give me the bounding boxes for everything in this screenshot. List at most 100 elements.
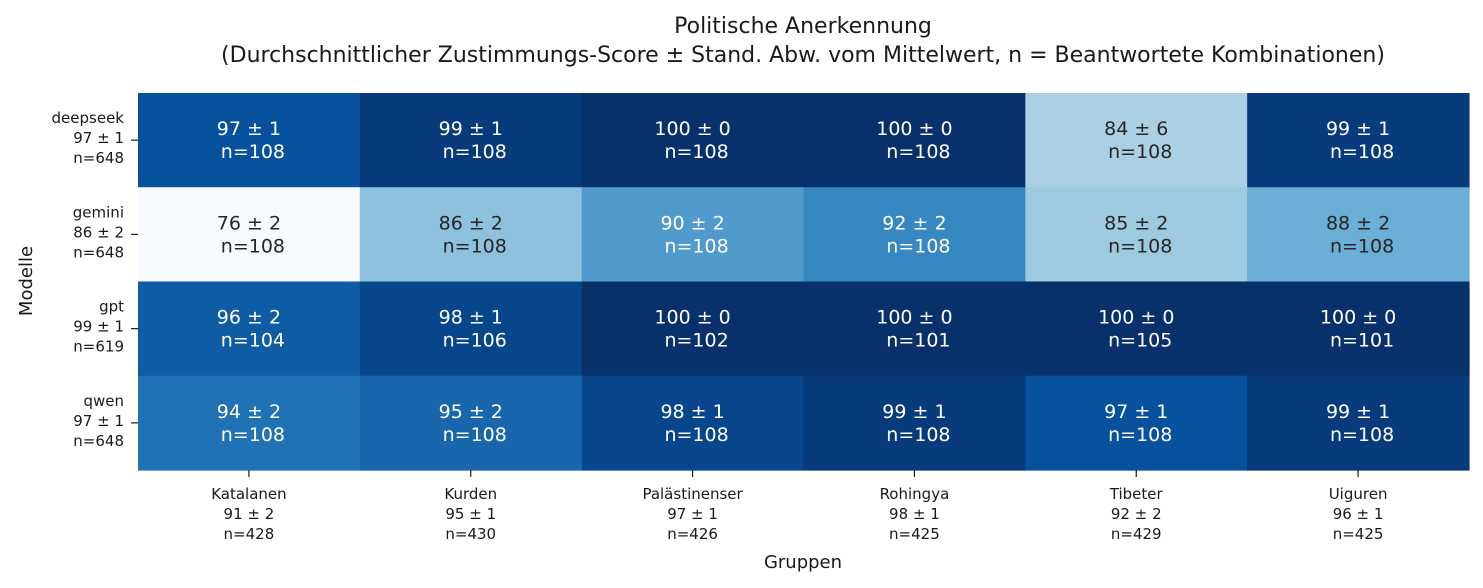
cell-value-label: 88 ± 2 — [1326, 212, 1390, 234]
heatmap-cell — [359, 281, 583, 377]
cell-n-label: n=108 — [221, 141, 285, 163]
x-tick-label: n=429 — [1111, 525, 1162, 543]
heatmap-cell — [581, 93, 805, 188]
heatmap-cell — [1025, 187, 1248, 283]
y-tick-label: n=619 — [73, 338, 124, 356]
x-axis-ticks: Katalanen 91 ± 2 n=428 Kurden 95 ± 1 n=430 Pal… — [211, 470, 1387, 543]
cell-n-label: n=104 — [221, 330, 285, 352]
y-tick-label: 86 ± 2 — [73, 223, 124, 241]
cell-n-label: n=102 — [664, 330, 728, 352]
cell-n-label: n=108 — [1108, 141, 1172, 163]
heatmap-cell — [1247, 375, 1470, 471]
x-axis-label: Gruppen — [764, 552, 842, 573]
cell-n-label: n=108 — [664, 424, 728, 446]
heatmap-cell — [1247, 187, 1470, 283]
y-tick-label: qwen — [83, 392, 124, 410]
cell-n-label: n=108 — [886, 424, 950, 446]
heatmap-cell — [359, 187, 583, 283]
cell-n-label: n=108 — [886, 235, 950, 257]
x-tick-label: 97 ± 1 — [667, 505, 718, 523]
chart-title-line2: (Durchschnittlicher Zustimmungs-Score ± … — [221, 43, 1385, 68]
x-tick-label: 92 ± 2 — [1111, 505, 1162, 523]
cell-value-label: 100 ± 0 — [654, 118, 730, 140]
y-tick-label: 99 ± 1 — [73, 318, 124, 336]
y-tick-label: n=648 — [73, 243, 124, 261]
cell-value-label: 99 ± 1 — [439, 118, 503, 140]
cell-n-label: n=105 — [1108, 330, 1172, 352]
x-tick-label: n=428 — [224, 525, 275, 543]
cell-n-label: n=108 — [1330, 141, 1394, 163]
cell-value-label: 85 ± 2 — [1104, 212, 1168, 234]
cell-n-label: n=108 — [1108, 424, 1172, 446]
heatmap-cell — [1247, 281, 1470, 377]
heatmap-cell — [803, 187, 1026, 283]
cell-n-label: n=101 — [886, 330, 950, 352]
cell-value-label: 92 ± 2 — [882, 212, 946, 234]
heatmap-cell — [359, 93, 583, 188]
cell-value-label: 100 ± 0 — [876, 307, 952, 329]
heatmap-cell — [138, 281, 361, 377]
chart-title-line1: Politische Anerkennung — [674, 14, 932, 39]
x-tick-label: Rohingya — [880, 485, 950, 503]
cell-n-label: n=108 — [1330, 235, 1394, 257]
x-tick-label: n=426 — [667, 525, 718, 543]
cell-n-label: n=108 — [443, 424, 507, 446]
cell-value-label: 98 ± 1 — [660, 401, 724, 423]
heatmap-cell — [803, 93, 1026, 188]
cell-n-label: n=108 — [664, 235, 728, 257]
x-tick-label: Kurden — [444, 485, 497, 503]
x-tick-label: n=425 — [1333, 525, 1384, 543]
heatmap-cell — [803, 281, 1026, 377]
cell-value-label: 99 ± 1 — [1326, 401, 1390, 423]
y-tick-label: n=648 — [73, 432, 124, 450]
cell-value-label: 100 ± 0 — [1098, 307, 1174, 329]
cell-value-label: 97 ± 1 — [217, 118, 281, 140]
cell-n-label: n=108 — [1330, 424, 1394, 446]
x-tick-label: Katalanen — [211, 485, 286, 503]
heatmap-cell — [138, 375, 361, 471]
cell-value-label: 86 ± 2 — [439, 212, 503, 234]
cell-n-label: n=108 — [664, 141, 728, 163]
y-tick-label: 97 ± 1 — [73, 412, 124, 430]
cell-n-label: n=108 — [443, 141, 507, 163]
cell-value-label: 100 ± 0 — [1320, 307, 1396, 329]
y-tick-label: 97 ± 1 — [73, 129, 124, 147]
x-tick-label: 98 ± 1 — [889, 505, 940, 523]
cell-value-label: 95 ± 2 — [439, 401, 503, 423]
cell-value-label: 90 ± 2 — [660, 212, 724, 234]
cell-value-label: 99 ± 1 — [882, 401, 946, 423]
cell-n-label: n=108 — [1108, 235, 1172, 257]
cell-value-label: 84 ± 6 — [1104, 118, 1168, 140]
y-axis-ticks: deepseek 97 ± 1 n=648 gemini 86 ± 2 n=648 gpt 9… — [52, 109, 138, 450]
x-tick-label: n=425 — [889, 525, 940, 543]
y-tick-label: n=648 — [73, 149, 124, 167]
x-tick-label: Tibeter — [1109, 485, 1164, 503]
y-axis-label: Modelle — [16, 246, 37, 316]
heatmap-cell — [1025, 281, 1248, 377]
x-tick-label: 96 ± 1 — [1333, 505, 1384, 523]
y-tick-label: gemini — [73, 203, 124, 221]
cell-value-label: 98 ± 1 — [439, 307, 503, 329]
heatmap-cell — [359, 375, 583, 471]
x-tick-label: n=430 — [445, 525, 496, 543]
heatmap-cell — [1025, 375, 1248, 471]
cell-value-label: 100 ± 0 — [876, 118, 952, 140]
cell-n-label: n=108 — [221, 424, 285, 446]
cell-value-label: 96 ± 2 — [217, 307, 281, 329]
heatmap-cell — [138, 187, 361, 283]
cell-value-label: 76 ± 2 — [217, 212, 281, 234]
cell-n-label: n=108 — [886, 141, 950, 163]
cell-n-label: n=108 — [443, 235, 507, 257]
heatmap-cell — [581, 187, 805, 283]
heatmap-cell — [1247, 93, 1470, 188]
cell-value-label: 99 ± 1 — [1326, 118, 1390, 140]
cell-value-label: 94 ± 2 — [217, 401, 281, 423]
y-tick-label: gpt — [99, 298, 124, 316]
cell-n-label: n=108 — [221, 235, 285, 257]
cell-value-label: 97 ± 1 — [1104, 401, 1168, 423]
heatmap-cell — [581, 375, 805, 471]
heatmap-cell — [1025, 93, 1248, 188]
heatmap-cell — [581, 281, 805, 377]
